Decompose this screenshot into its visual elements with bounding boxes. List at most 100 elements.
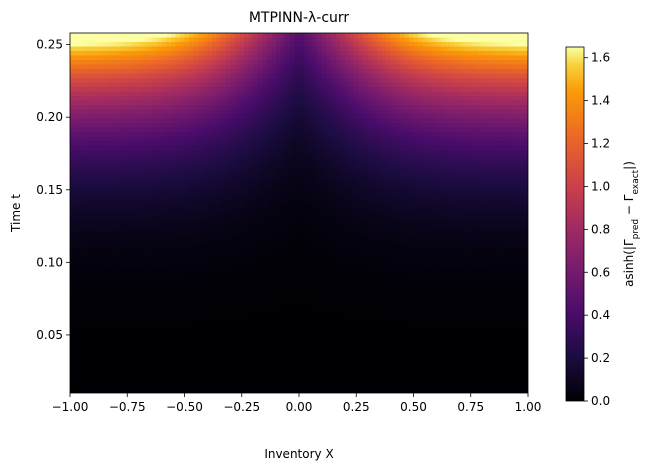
heatmap-cell [523, 168, 528, 174]
heatmap-cell [124, 253, 131, 259]
heatmap-cell [193, 60, 199, 66]
heatmap-cell [413, 244, 419, 250]
heatmap-cell [289, 87, 296, 93]
heatmap-cell [317, 240, 323, 246]
heatmap-cell [202, 204, 208, 210]
heatmap-cell [157, 87, 163, 93]
heatmap-cell [79, 177, 85, 183]
heatmap-cell [129, 91, 135, 97]
heatmap-cell [491, 231, 497, 237]
heatmap-cell [450, 114, 456, 120]
heatmap-cell [454, 159, 460, 165]
heatmap-cell [495, 109, 502, 115]
heatmap-cell [193, 172, 199, 178]
heatmap-cell [289, 204, 296, 210]
heatmap-cell [120, 177, 126, 183]
heatmap-cell [239, 46, 245, 52]
heatmap-cell [83, 226, 89, 232]
heatmap-cell [450, 177, 456, 183]
heatmap-cell [147, 213, 154, 219]
heatmap-cell [518, 249, 525, 255]
heatmap-cell [147, 109, 154, 115]
heatmap-cell [509, 136, 515, 142]
heatmap-cell [326, 141, 332, 147]
heatmap-cell [166, 87, 172, 93]
heatmap-cell [367, 172, 373, 178]
heatmap-cell [335, 181, 341, 187]
heatmap-cell [111, 222, 117, 228]
heatmap-cell [431, 37, 437, 43]
heatmap-cell [454, 91, 460, 97]
heatmap-cell [248, 240, 254, 246]
heatmap-cell [170, 96, 176, 102]
heatmap-cell [440, 91, 447, 97]
heatmap-cell [399, 226, 405, 232]
heatmap-cell [418, 96, 424, 102]
heatmap-cell [262, 213, 268, 219]
heatmap-cell [106, 33, 112, 39]
heatmap-cell [386, 208, 392, 214]
heatmap-cell [289, 37, 296, 43]
heatmap-cell [340, 69, 346, 75]
heatmap-cell [303, 249, 309, 255]
heatmap-cell [161, 82, 167, 88]
heatmap-cell [79, 55, 85, 61]
heatmap-cell [395, 186, 401, 192]
heatmap-cell [477, 100, 483, 106]
heatmap-cell [331, 172, 337, 178]
heatmap-cell [413, 100, 419, 106]
heatmap-cell [294, 172, 300, 178]
heatmap-cell [427, 55, 433, 61]
heatmap-cell [372, 199, 378, 205]
heatmap-cell [83, 87, 89, 93]
heatmap-cell [473, 159, 479, 165]
heatmap-cell [468, 190, 474, 196]
heatmap-cell [157, 51, 163, 57]
heatmap-cell [477, 190, 483, 196]
heatmap-cell [431, 33, 437, 39]
heatmap-cell [514, 105, 520, 111]
heatmap-cell [262, 136, 268, 142]
heatmap-cell [166, 195, 172, 201]
heatmap-cell [276, 64, 282, 70]
heatmap-cell [184, 226, 190, 232]
heatmap-cell [312, 150, 318, 156]
heatmap-cell [340, 145, 346, 151]
heatmap-cell [143, 51, 149, 57]
heatmap-cell [381, 127, 387, 133]
heatmap-cell [386, 64, 392, 70]
heatmap-cell [193, 190, 199, 196]
heatmap-cell [450, 105, 456, 111]
heatmap-cell [395, 123, 401, 129]
heatmap-cell [473, 231, 479, 237]
heatmap-cell [106, 69, 112, 75]
heatmap-cell [427, 109, 433, 115]
heatmap-cell [299, 109, 305, 115]
heatmap-cell [289, 109, 296, 115]
heatmap-cell [207, 186, 213, 192]
heatmap-cell [234, 204, 241, 210]
heatmap-cell [505, 132, 511, 138]
heatmap-cell [138, 60, 144, 66]
heatmap-cell [175, 73, 181, 79]
heatmap-cell [257, 132, 263, 138]
heatmap-cell [427, 181, 433, 187]
heatmap-cell [285, 145, 291, 151]
heatmap-cell [166, 172, 172, 178]
heatmap-cell [97, 253, 103, 259]
heatmap-cell [115, 91, 121, 97]
heatmap-cell [147, 154, 154, 160]
heatmap-cell [211, 145, 218, 151]
heatmap-cell [518, 217, 525, 223]
heatmap-cell [468, 208, 474, 214]
heatmap-cell [115, 78, 121, 84]
heatmap-cell [468, 217, 474, 223]
heatmap-cell [161, 37, 167, 43]
heatmap-cell [518, 132, 525, 138]
heatmap-cell [179, 213, 186, 219]
heatmap-cell [124, 37, 131, 43]
heatmap-cell [166, 226, 172, 232]
heatmap-cell [202, 114, 208, 120]
heatmap-cell [335, 136, 341, 142]
heatmap-cell [216, 240, 222, 246]
